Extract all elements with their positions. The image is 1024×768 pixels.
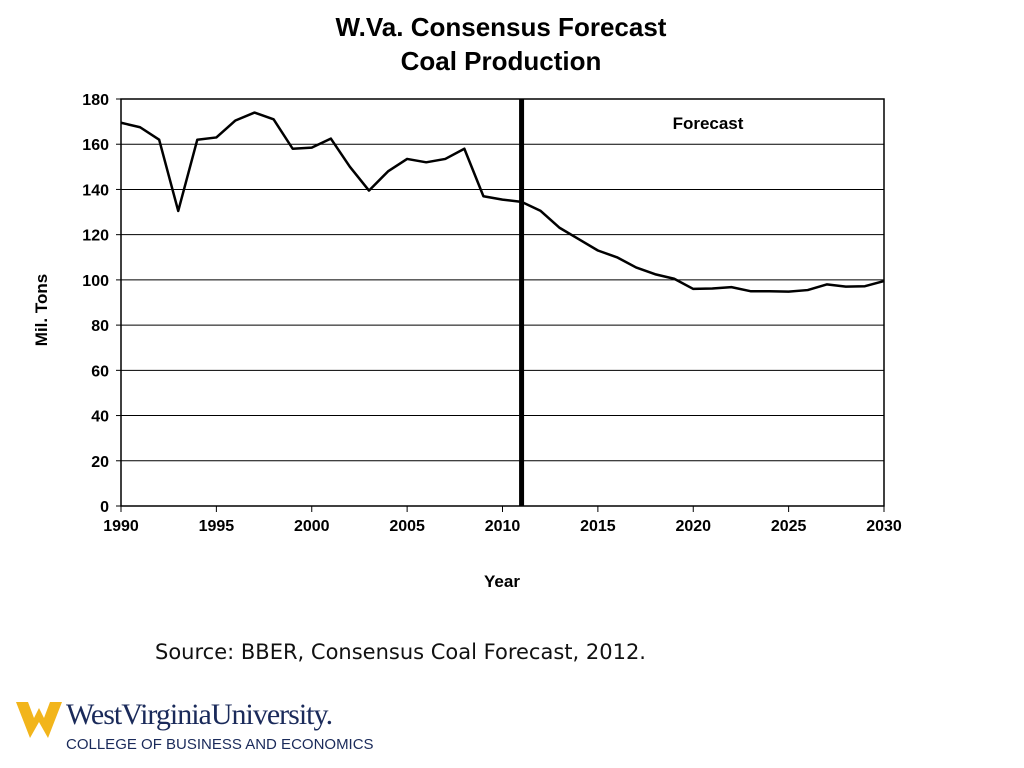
data-point: [826, 283, 828, 285]
x-tick-label: 2025: [771, 518, 807, 535]
data-point: [597, 249, 599, 251]
y-tick-label: 100: [82, 273, 109, 290]
data-point: [711, 287, 713, 289]
x-tick-label: 2020: [675, 518, 711, 535]
data-point: [158, 139, 160, 141]
chart-title: W.Va. Consensus Forecast: [335, 12, 667, 42]
data-point: [292, 148, 294, 150]
data-point: [196, 139, 198, 141]
data-point: [883, 280, 885, 282]
data-point: [864, 285, 866, 287]
x-tick-label: 2005: [389, 518, 425, 535]
data-point: [273, 118, 275, 120]
y-tick-label: 60: [91, 363, 109, 380]
y-axis-label: Mil. Tons: [32, 274, 51, 346]
y-tick-label: 180: [82, 92, 109, 109]
y-tick-label: 80: [91, 318, 109, 335]
data-point: [692, 288, 694, 290]
data-point: [406, 158, 408, 160]
data-point: [120, 122, 122, 124]
data-point: [521, 201, 523, 203]
data-point: [635, 266, 637, 268]
x-tick-label: 2010: [485, 518, 521, 535]
data-point: [673, 278, 675, 280]
source-note: Source: BBER, Consensus Coal Forecast, 2…: [155, 640, 646, 664]
y-tick-label: 40: [91, 409, 109, 426]
line-chart: 0 20 40 60 80 100 120 140 160 180 1990 1995 2000 2005…: [32, 92, 902, 591]
data-point: [807, 289, 809, 291]
data-point: [311, 147, 313, 149]
chart-subtitle: Coal Production: [400, 46, 602, 76]
data-point: [578, 238, 580, 240]
x-tick-label: 1995: [199, 518, 235, 535]
plot-frame: [120, 98, 885, 507]
data-point: [139, 126, 141, 128]
wv-logo-icon: [16, 702, 62, 738]
data-point: [616, 256, 618, 258]
data-point: [788, 291, 790, 293]
data-point: [463, 148, 465, 150]
logo-name: WestVirginiaUniversity.: [66, 698, 333, 731]
x-tick-label: 1990: [103, 518, 139, 535]
y-tick-label: 160: [82, 137, 109, 154]
data-point: [654, 273, 656, 275]
data-point: [349, 166, 351, 168]
y-tick-label: 120: [82, 228, 109, 245]
data-point: [502, 199, 503, 201]
data-point: [444, 158, 446, 160]
data-point: [387, 170, 389, 172]
data-point: [215, 136, 217, 138]
x-tick-label: 2000: [294, 518, 330, 535]
data-point: [177, 210, 179, 212]
wvu-logo: WestVirginiaUniversity. COLLEGE OF BUSIN…: [14, 696, 374, 760]
data-point: [730, 286, 732, 288]
x-axis-label: Year: [484, 572, 520, 591]
data-point: [234, 119, 236, 121]
x-tick-label: 2030: [866, 518, 902, 535]
logo-subtitle: COLLEGE OF BUSINESS AND ECONOMICS: [66, 736, 374, 753]
data-point: [749, 290, 751, 292]
series-line: [120, 111, 885, 293]
y-tick-label: 20: [91, 454, 109, 471]
data-point: [845, 286, 847, 288]
data-point: [368, 190, 370, 192]
y-tick-label: 140: [82, 182, 109, 199]
x-tick-label: 2015: [580, 518, 616, 535]
data-point: [540, 210, 542, 212]
data-point: [559, 227, 561, 229]
data-point: [425, 161, 427, 163]
forecast-annotation: Forecast: [673, 114, 744, 133]
data-point: [482, 195, 484, 197]
y-tick-label: 0: [100, 499, 109, 516]
data-point: [330, 138, 332, 140]
data-point: [254, 112, 256, 114]
data-point: [769, 290, 771, 292]
